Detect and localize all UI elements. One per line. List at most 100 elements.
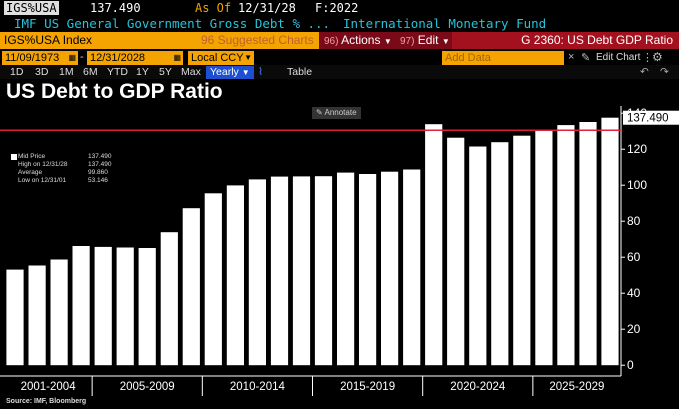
edit-label: Edit xyxy=(417,33,439,47)
bar xyxy=(491,142,509,366)
annotate-label: Annotate xyxy=(324,108,357,117)
command-bar: IGS%USA Index 96 Suggested Charts 96) Ac… xyxy=(0,32,679,49)
bar xyxy=(359,174,377,366)
edit-chart-button[interactable]: Edit Chart xyxy=(596,52,641,63)
tab-max[interactable]: Max xyxy=(181,66,201,78)
line-chart-icon[interactable]: ⌇ xyxy=(258,66,264,78)
more-options-icon[interactable]: ⋮ xyxy=(642,52,653,64)
y-tick-label: 0 xyxy=(627,358,634,372)
chevron-down-icon: ▼ xyxy=(383,37,392,46)
y-tick-label: 20 xyxy=(627,322,641,336)
timeframe-bar: 1D 3D 1M 6M YTD 1Y 5Y Max Yearly ▼ ⌇ Tab… xyxy=(0,65,679,79)
legend-item: High on 12/31/28 137.490 xyxy=(8,161,120,169)
last-value-badge xyxy=(623,110,679,125)
x-tick-label: 2015-2019 xyxy=(340,381,395,393)
end-date-value: 12/31/2028 xyxy=(90,52,146,64)
tab-ytd[interactable]: YTD xyxy=(107,66,128,78)
tab-1d[interactable]: 1D xyxy=(10,66,24,78)
header-row: IGS%USA 137.490 As Of 12/31/28 F:2022 xyxy=(0,0,679,17)
chevron-down-icon: ▼ xyxy=(241,68,250,77)
add-data-input[interactable]: Add Data xyxy=(442,51,564,65)
y-tick-label: 100 xyxy=(627,178,647,192)
tab-1m[interactable]: 1M xyxy=(59,66,74,78)
actions-number: 96) xyxy=(324,36,339,47)
frequency-label: F:2022 xyxy=(315,1,359,15)
bar xyxy=(116,247,134,366)
annotate-button[interactable]: ✎ Annotate xyxy=(312,107,361,119)
calendar-icon[interactable]: ▦ xyxy=(173,53,181,62)
legend-value: 99.860 xyxy=(88,169,108,176)
date-separator: - xyxy=(80,51,84,63)
legend-key: Mid Price xyxy=(18,153,46,160)
bar xyxy=(50,259,68,366)
end-date-field[interactable]: 12/31/2028 ▦ xyxy=(87,51,183,65)
bar xyxy=(160,232,178,366)
edit-number: 97) xyxy=(400,36,415,47)
bar xyxy=(248,179,266,366)
pencil-icon: ✎ xyxy=(316,108,323,117)
security-description: IMF US General Government Gross Debt % .… xyxy=(14,16,331,31)
bar xyxy=(182,208,200,366)
pencil-icon[interactable]: ✎ xyxy=(581,52,591,64)
bar xyxy=(6,269,24,366)
legend-key: High on 12/31/28 xyxy=(18,161,68,168)
currency-select[interactable]: Local CCY ▼ xyxy=(188,51,254,65)
undo-icon[interactable]: ↶ xyxy=(640,66,649,78)
legend-swatch xyxy=(11,154,17,160)
bar xyxy=(403,169,421,366)
tab-3d[interactable]: 3D xyxy=(35,66,49,78)
legend-key: Low on 12/31/01 xyxy=(18,177,67,184)
bar xyxy=(447,137,465,366)
bar xyxy=(270,176,289,366)
tab-5y[interactable]: 5Y xyxy=(159,66,172,78)
legend-item: Mid Price 137.490 xyxy=(8,153,120,161)
bar xyxy=(513,135,531,366)
calendar-icon[interactable]: ▦ xyxy=(68,53,76,62)
bar xyxy=(72,246,90,366)
table-button[interactable]: Table xyxy=(287,66,313,78)
legend-item: Average 99.860 xyxy=(8,169,120,177)
suggested-charts-button[interactable]: 96 Suggested Charts xyxy=(195,32,319,49)
date-bar: 11/09/1973 ▦ - 12/31/2028 ▦ Local CCY ▼ … xyxy=(0,50,679,66)
bar xyxy=(535,130,553,366)
ticker-label[interactable]: IGS%USA xyxy=(4,1,59,15)
period-select[interactable]: Yearly ▼ xyxy=(206,66,254,79)
last-price: 137.490 xyxy=(90,1,141,15)
close-icon[interactable]: × xyxy=(568,51,575,63)
actions-menu[interactable]: 96) Actions ▼ xyxy=(320,32,395,49)
chart-title: US Debt to GDP Ratio xyxy=(6,80,223,103)
description-row: IMF US General Government Gross Debt % .… xyxy=(0,16,679,32)
legend-value: 137.490 xyxy=(88,161,112,168)
source-name: International Monetary Fund xyxy=(343,16,547,31)
security-field[interactable]: IGS%USA Index xyxy=(0,32,195,49)
chevron-down-icon: ▼ xyxy=(244,53,252,62)
chevron-down-icon: ▼ xyxy=(441,37,450,46)
gear-icon[interactable]: ⚙ xyxy=(652,50,663,64)
y-tick-label: 60 xyxy=(627,250,641,264)
tab-6m[interactable]: 6M xyxy=(83,66,98,78)
bar xyxy=(337,172,355,366)
currency-value: Local CCY xyxy=(191,52,244,64)
x-tick-label: 2005-2009 xyxy=(120,381,175,393)
y-tick-label: 120 xyxy=(627,142,647,156)
bar xyxy=(94,246,112,366)
legend-item: Low on 12/31/01 53.146 xyxy=(8,177,120,185)
edit-menu[interactable]: 97) Edit ▼ xyxy=(396,32,452,49)
as-of-date: 12/31/28 xyxy=(238,1,296,15)
redo-icon[interactable]: ↷ xyxy=(660,66,669,78)
last-value-label: 137.490 xyxy=(627,113,669,125)
bar xyxy=(28,265,46,366)
legend-box: Mid Price 137.490 High on 12/31/28 137.490… xyxy=(8,153,120,195)
x-tick-label: 2001-2004 xyxy=(21,381,77,393)
start-date-value: 11/09/1973 xyxy=(5,52,60,64)
start-date-field[interactable]: 11/09/1973 ▦ xyxy=(2,51,78,65)
y-tick-label: 40 xyxy=(627,286,641,300)
legend-key: Average xyxy=(18,169,43,176)
bar xyxy=(138,248,156,366)
actions-label: Actions xyxy=(341,33,381,47)
tab-1y[interactable]: 1Y xyxy=(136,66,149,78)
source-footer: Source: IMF, Bloomberg xyxy=(6,398,87,405)
as-of-label: As Of xyxy=(195,1,232,15)
x-tick-label: 2020-2024 xyxy=(450,381,506,393)
